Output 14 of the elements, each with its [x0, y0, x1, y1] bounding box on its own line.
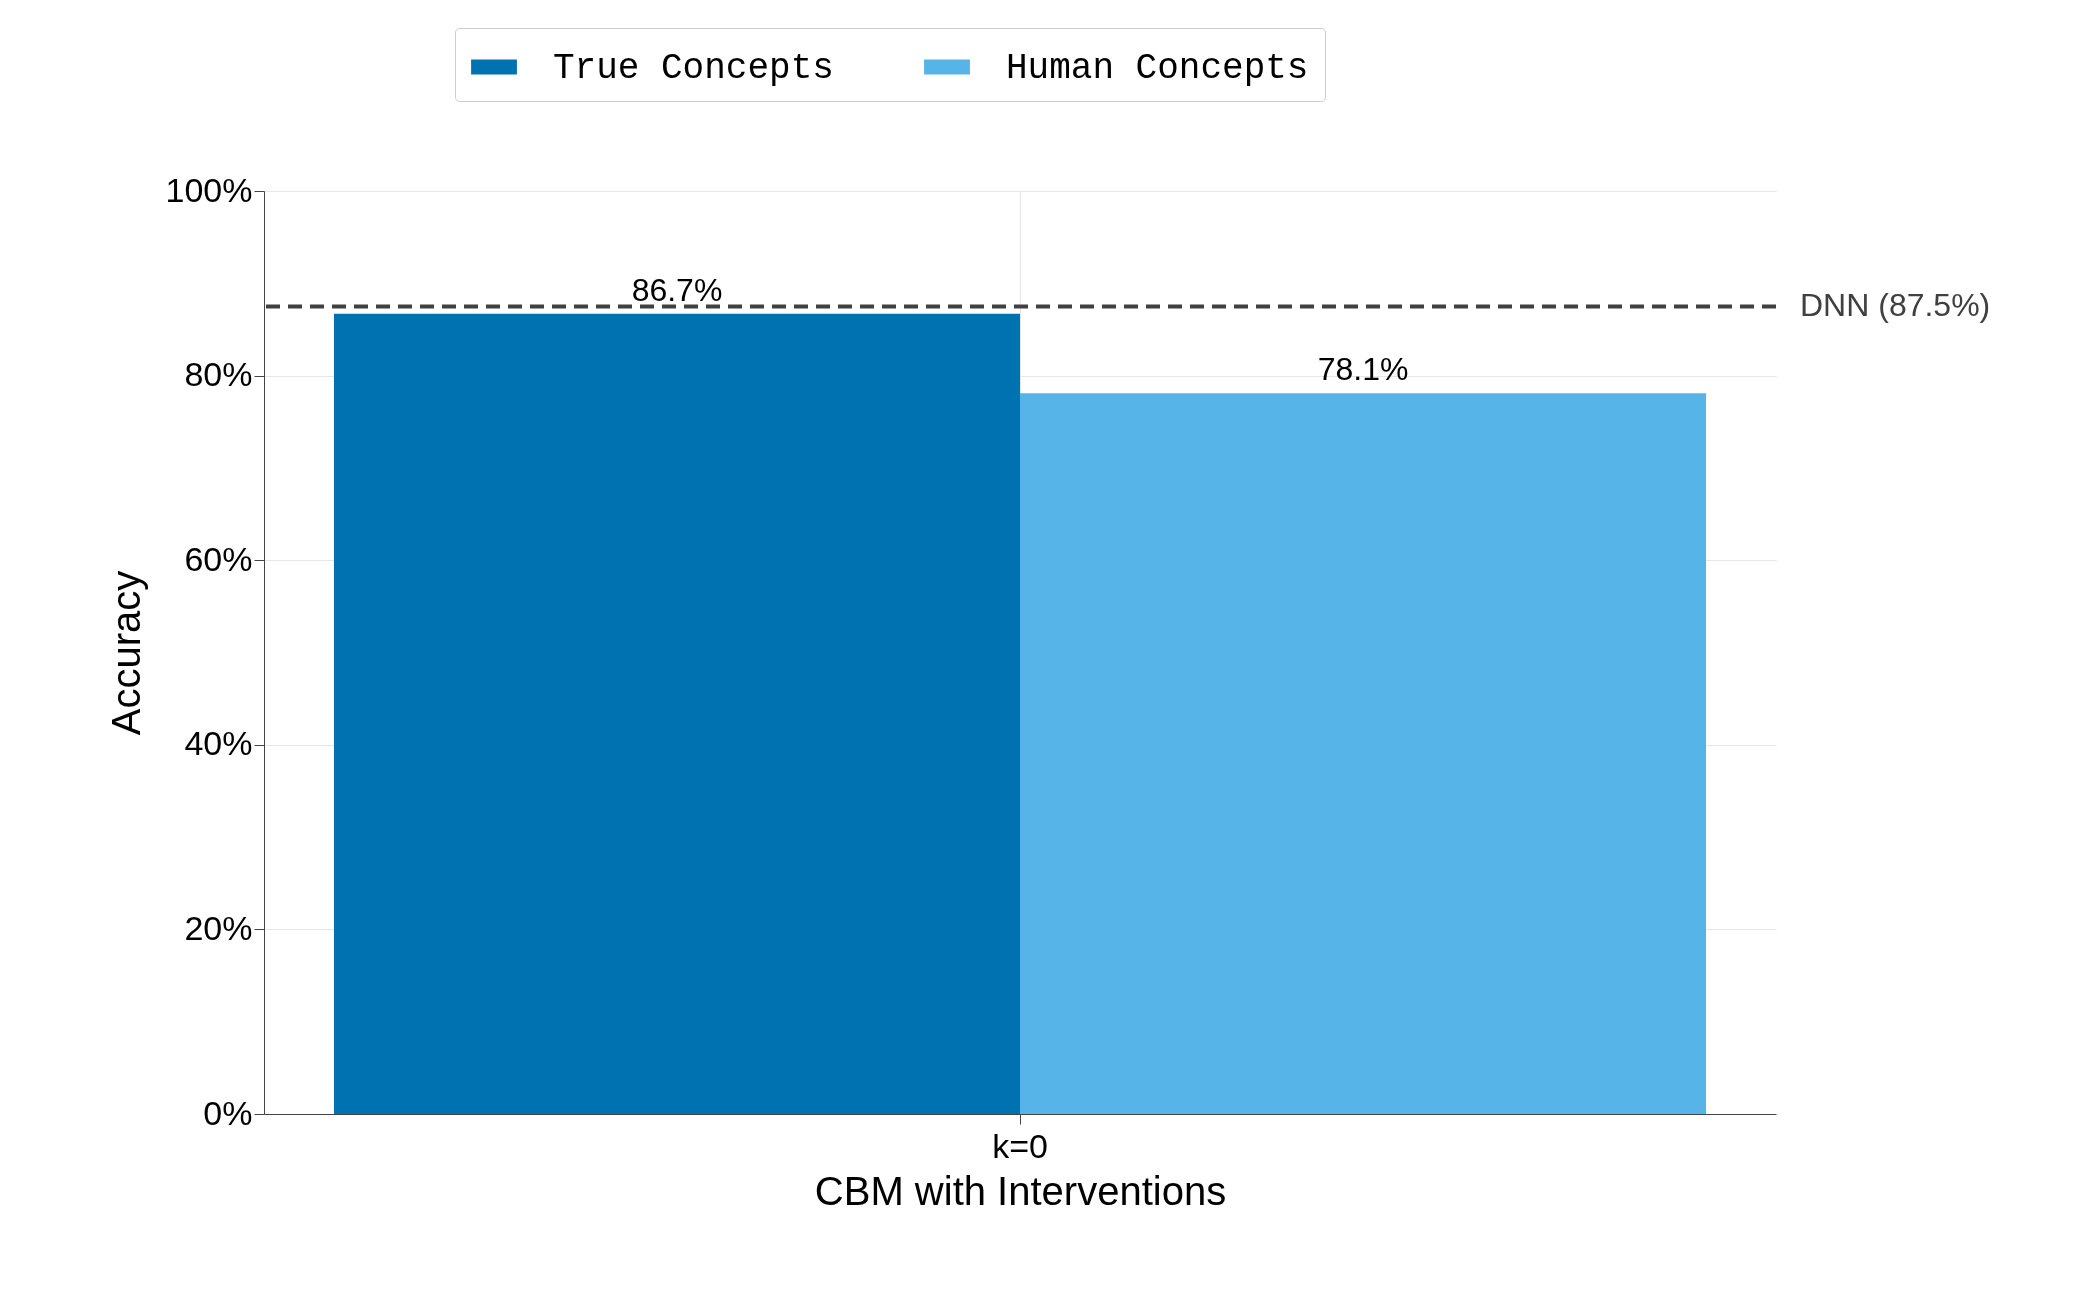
x-axis-title: CBM with Interventions	[814, 1168, 1227, 1213]
x-tick-label: k=0	[992, 1126, 1048, 1165]
y-tick-label: 60%	[184, 539, 253, 578]
ref-line-label: DNN (87.5%)	[1800, 287, 1991, 324]
y-tick-label: 80%	[184, 355, 253, 394]
y-tick-label: 0%	[203, 1093, 253, 1132]
y-tick-label: 40%	[184, 724, 253, 763]
legend-label: True Concepts	[553, 48, 834, 89]
y-axis-title: Accuracy	[103, 570, 148, 736]
legend-label: Human Concepts	[1006, 48, 1309, 89]
y-tick-label: 100%	[165, 170, 253, 209]
data-label: 86.7%	[631, 271, 723, 308]
y-tick-label: 20%	[184, 908, 253, 947]
data-label: 78.1%	[1317, 351, 1409, 388]
